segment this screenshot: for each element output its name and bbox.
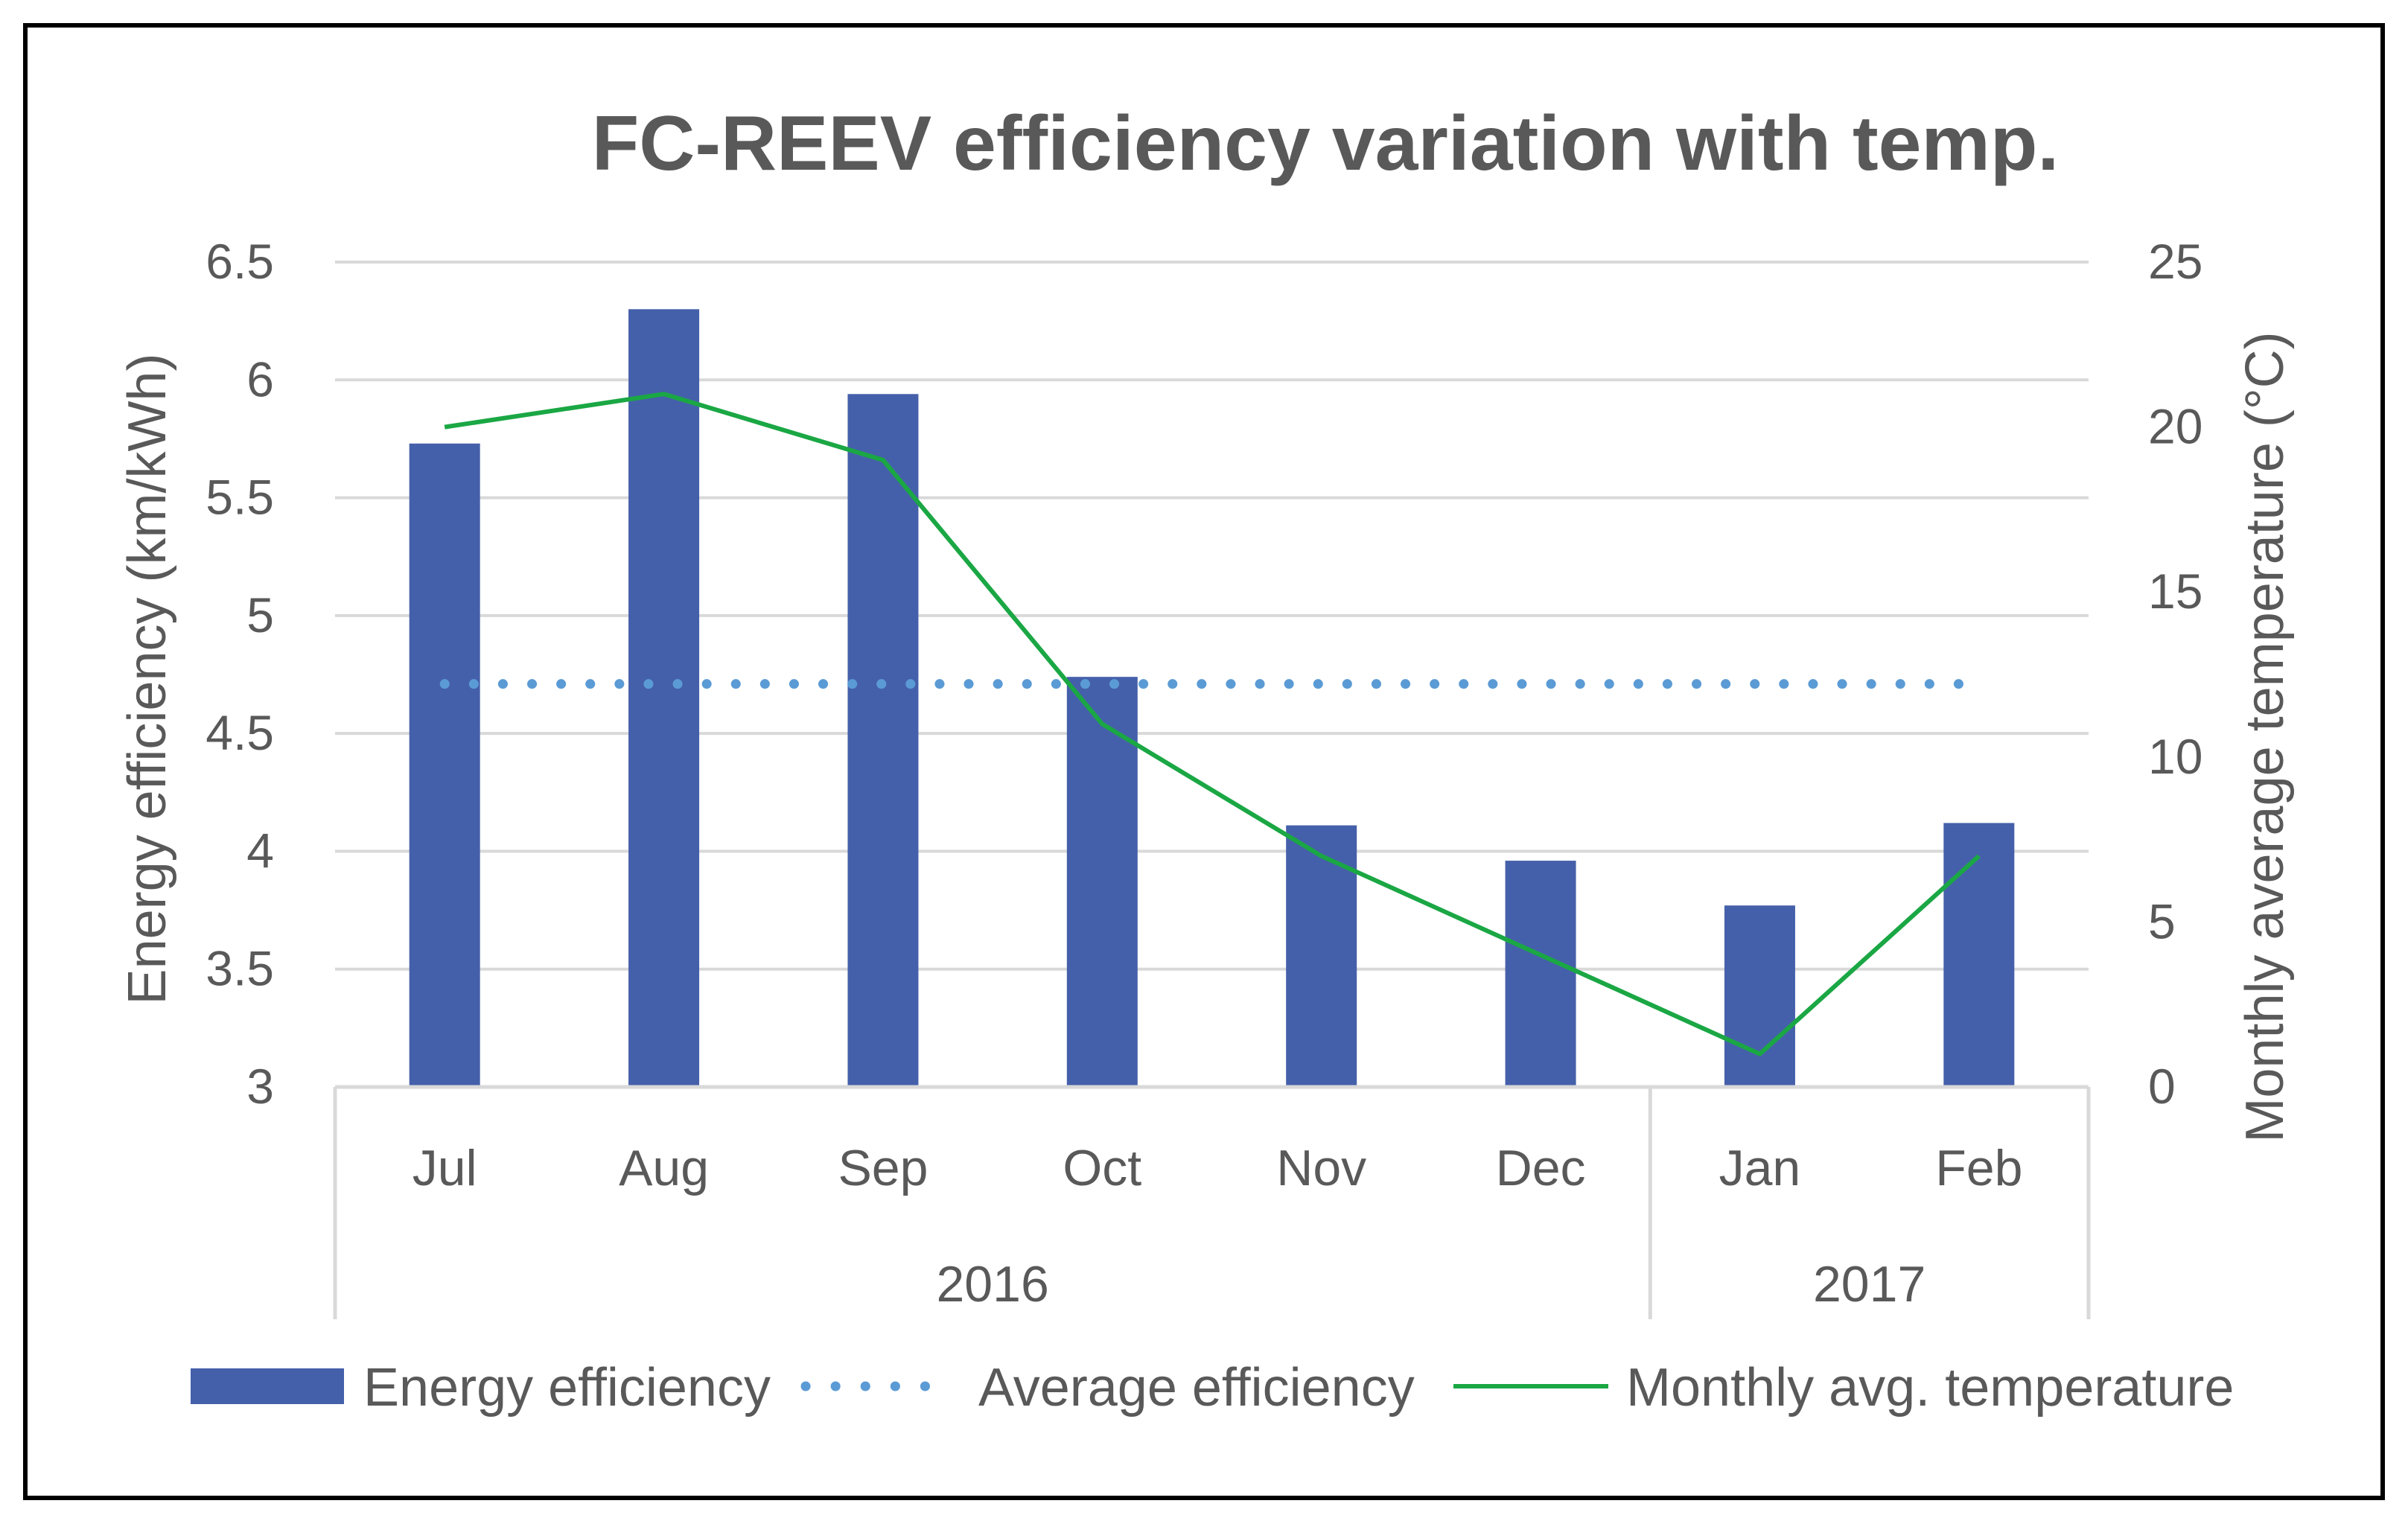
category-label: Nov — [1276, 1140, 1366, 1196]
category-label: Aug — [619, 1140, 709, 1196]
legend-label-average-efficiency: Average efficiency — [978, 1358, 1415, 1418]
bar-energy-efficiency — [847, 394, 919, 1087]
bar-energy-efficiency — [1943, 823, 2015, 1087]
left-tick-label: 6.5 — [206, 234, 274, 289]
right-tick-label: 20 — [2148, 399, 2202, 454]
group-label: 2017 — [1813, 1256, 1926, 1313]
category-label: Oct — [1063, 1140, 1141, 1196]
group-label: 2016 — [936, 1256, 1048, 1313]
legend-label-energy-efficiency: Energy efficiency — [363, 1358, 771, 1418]
bar-energy-efficiency — [409, 443, 480, 1087]
temperature-line — [444, 392, 1981, 1056]
left-tick-label: 3 — [246, 1059, 274, 1114]
bar-energy-efficiency — [1724, 905, 1795, 1087]
category-label: Dec — [1496, 1140, 1586, 1196]
bar-energy-efficiency — [1066, 677, 1138, 1087]
category-label: Jan — [1719, 1140, 1801, 1196]
category-label: Jul — [413, 1140, 477, 1196]
bar-energy-efficiency — [1505, 861, 1576, 1087]
left-tick-label: 6 — [246, 351, 274, 406]
chart-title: FC-REEV efficiency variation with temp. — [592, 101, 2060, 187]
left-tick-label: 4 — [246, 823, 274, 878]
right-tick-label: 10 — [2148, 729, 2202, 784]
left-tick-label: 4.5 — [206, 705, 274, 760]
right-tick-label: 5 — [2148, 893, 2176, 948]
left-tick-label: 3.5 — [206, 941, 274, 996]
left-tick-label: 5 — [246, 587, 274, 642]
right-tick-label: 25 — [2148, 234, 2202, 289]
left-tick-label: 5.5 — [206, 470, 274, 525]
category-label: Sep — [838, 1140, 928, 1196]
y-axis-title: Energy efficiency (km/kWh) — [118, 354, 177, 1005]
bar-energy-efficiency — [628, 309, 700, 1087]
legend-label-temperature: Monthly avg. temperature — [1626, 1358, 2234, 1418]
bar-energy-efficiency — [1286, 825, 1357, 1087]
y2-axis-title: Monthly average temperature (°C) — [2235, 331, 2295, 1142]
chart-frame — [23, 23, 2385, 1500]
category-label: Feb — [1935, 1140, 2022, 1196]
right-tick-label: 0 — [2148, 1059, 2176, 1114]
right-tick-label: 15 — [2148, 564, 2202, 619]
legend-swatch-energy-efficiency — [191, 1368, 344, 1404]
